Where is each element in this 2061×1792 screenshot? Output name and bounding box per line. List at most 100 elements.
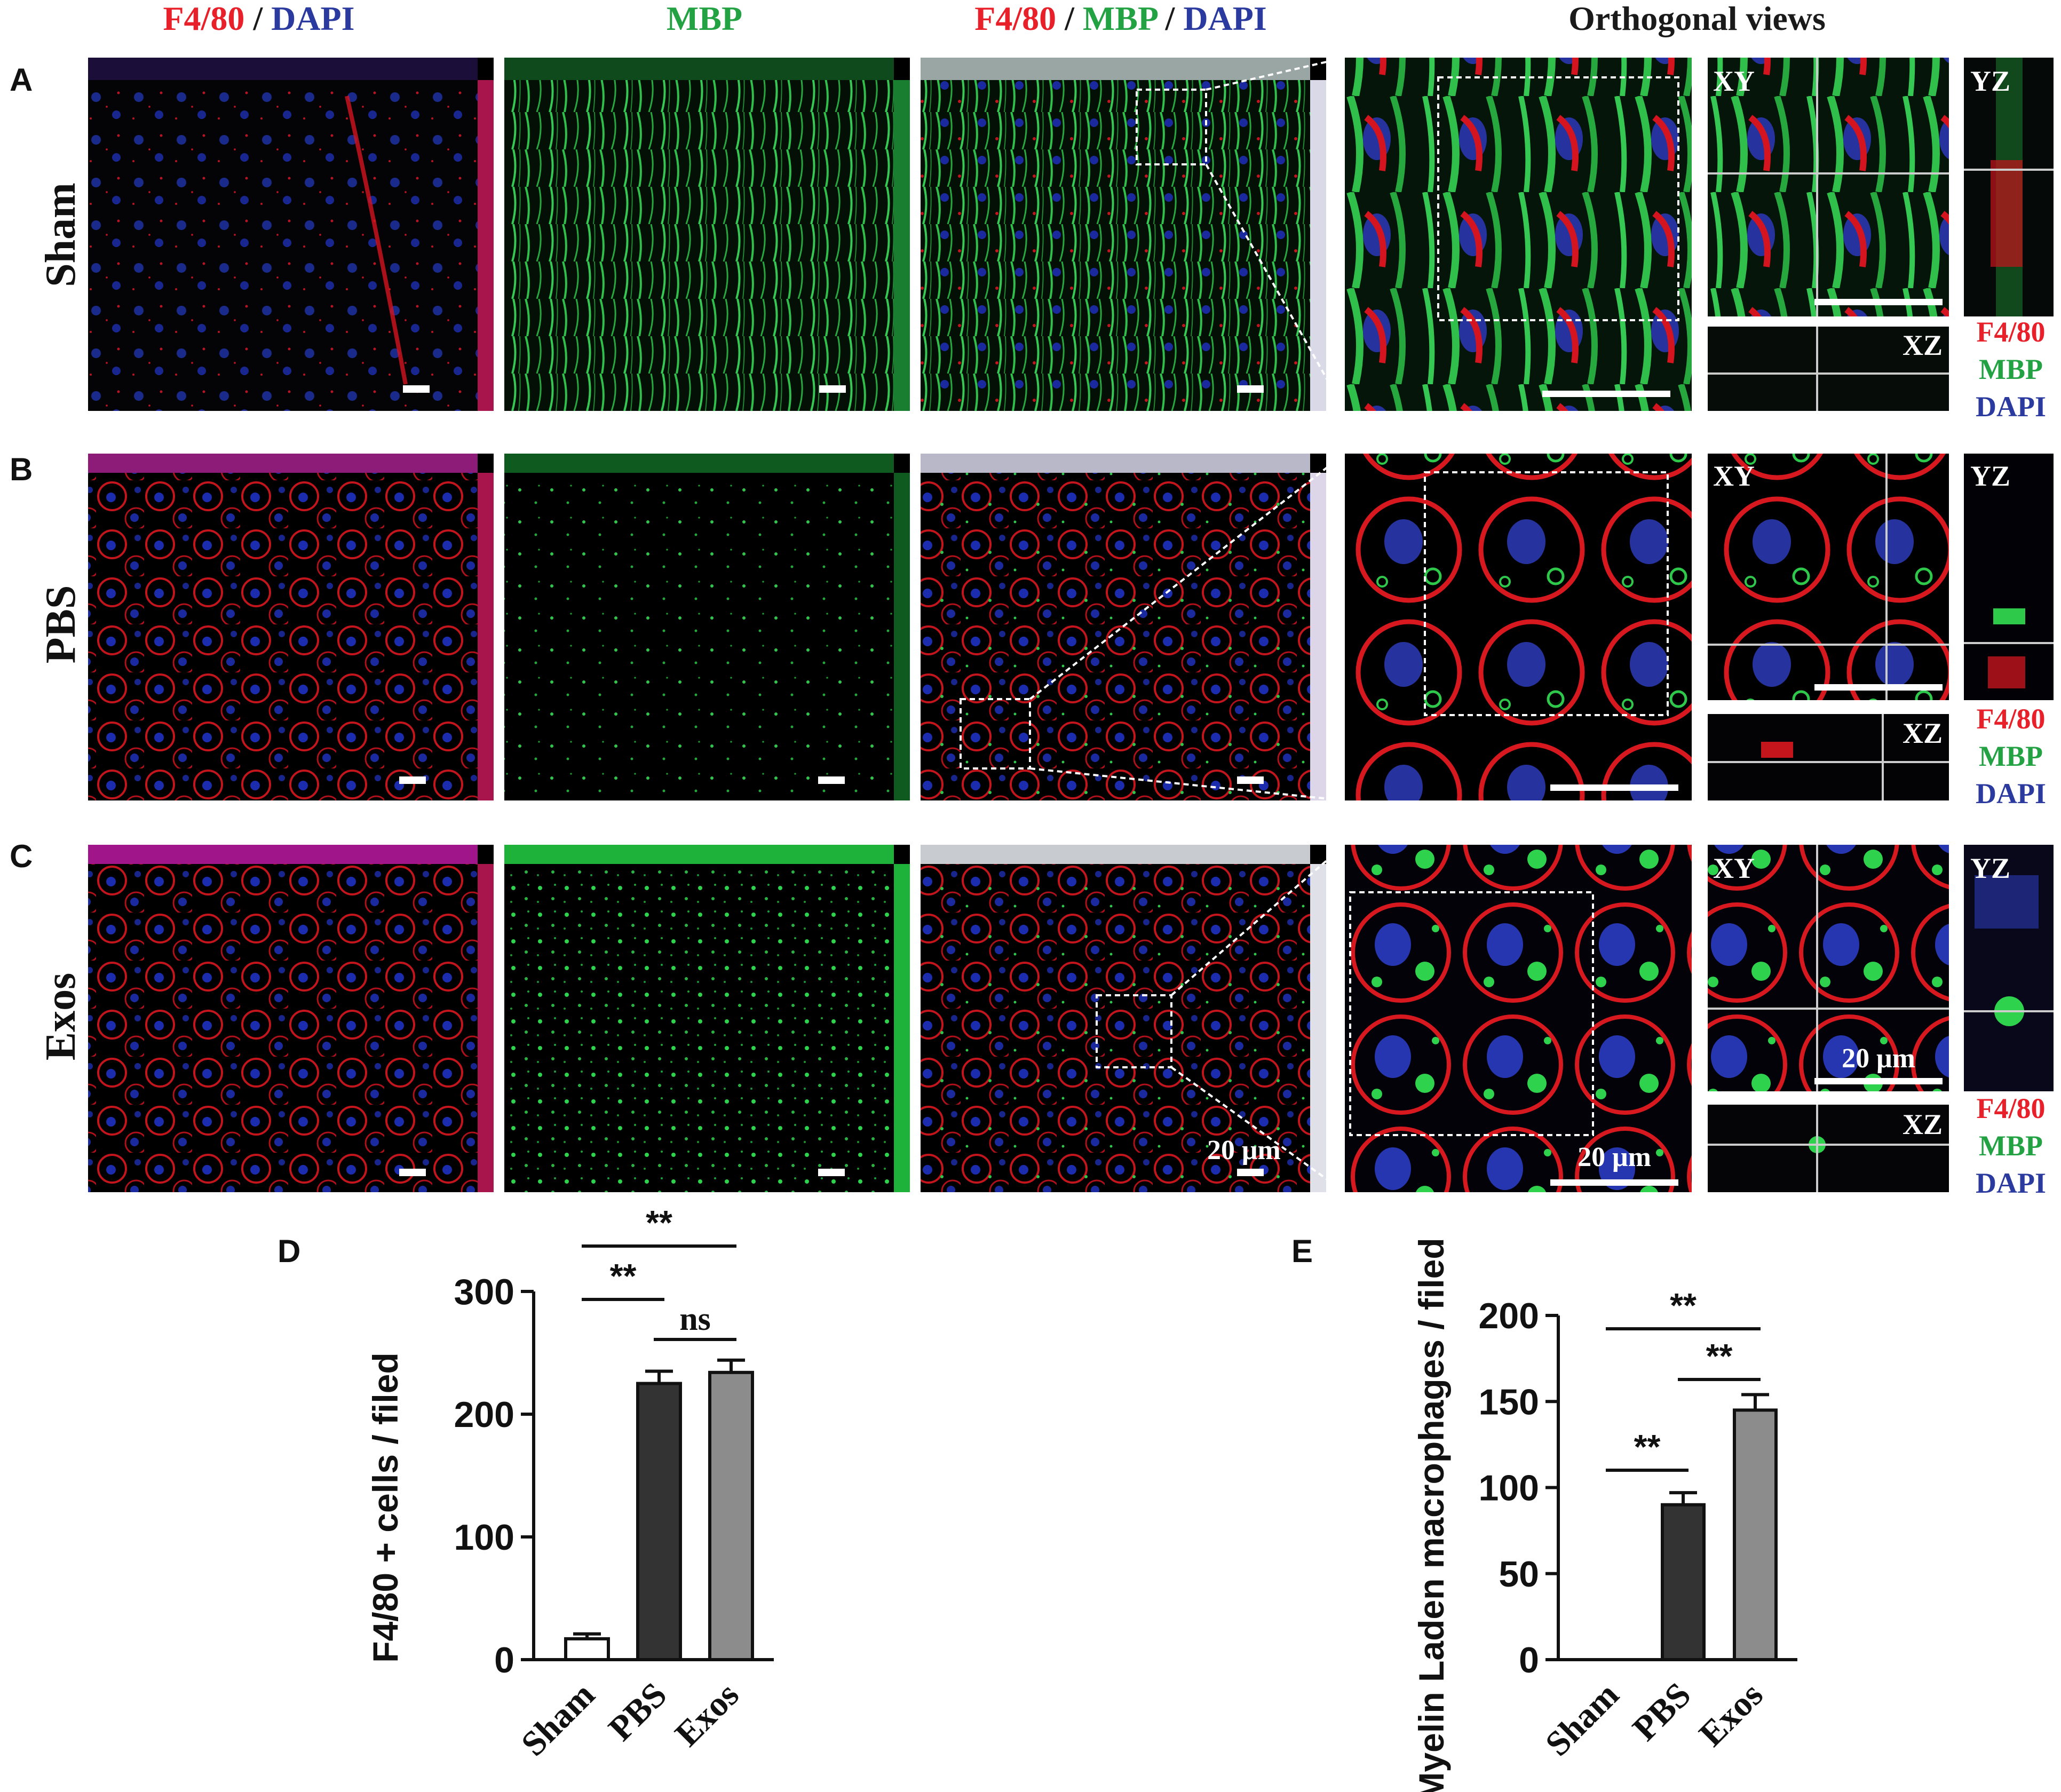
header-merge-sep1: / bbox=[1056, 0, 1083, 37]
y-tick-label: 100 bbox=[1479, 1468, 1539, 1509]
yz-strip bbox=[894, 864, 910, 1192]
yz-strip bbox=[478, 473, 494, 800]
legend-dapi: DAPI bbox=[1976, 1167, 2046, 1199]
micrograph bbox=[921, 864, 1310, 1192]
column-headers: F4/80 / DAPI MBP F4/80 / MBP / DAPI Orth… bbox=[163, 0, 1825, 37]
row-label-exos: Exos bbox=[37, 973, 84, 1061]
header-merge-dapi: DAPI bbox=[1183, 0, 1266, 37]
yz-strip bbox=[894, 80, 910, 411]
scale-bar bbox=[399, 1169, 426, 1176]
xz-strip bbox=[921, 454, 1310, 473]
bar-sham bbox=[564, 1637, 610, 1661]
micrograph bbox=[504, 864, 894, 1192]
panel-letter-c: C bbox=[10, 838, 33, 874]
significance-label: ** bbox=[1634, 1428, 1661, 1466]
legend-dapi: DAPI bbox=[1976, 778, 2046, 810]
yz-label: YZ bbox=[1970, 460, 2010, 492]
xy-view bbox=[1708, 845, 1949, 1091]
corner-box bbox=[894, 454, 910, 473]
y-tick-label: 200 bbox=[454, 1394, 514, 1435]
legend-mbp: MBP bbox=[1979, 353, 2043, 385]
image-b-merge bbox=[921, 453, 1346, 802]
xz-signal bbox=[1761, 742, 1793, 758]
zoom-box bbox=[1096, 994, 1172, 1068]
image-b-zoom bbox=[1345, 454, 1692, 800]
x-tick-label: Sham bbox=[514, 1675, 603, 1764]
xz-strip bbox=[504, 845, 894, 864]
xy-label: XY bbox=[1713, 65, 1755, 97]
yz-strip bbox=[1310, 80, 1326, 411]
y-tick-label: 0 bbox=[1519, 1640, 1539, 1680]
xz-view bbox=[1708, 714, 1949, 800]
zoom-line bbox=[1205, 164, 1346, 411]
row-label-sham: Sham bbox=[37, 183, 84, 287]
corner-box bbox=[478, 58, 494, 80]
zoom-line bbox=[1206, 57, 1345, 91]
x-tick-label: PBS bbox=[601, 1675, 674, 1748]
image-a-f480-dapi bbox=[88, 58, 494, 411]
legend-f480: F4/80 bbox=[1977, 1092, 2046, 1124]
chart-d: D 0 100 200 300 F4/80 + cells / filed ShamPBSE… bbox=[278, 1203, 774, 1764]
ortho-region-box bbox=[1349, 891, 1594, 1136]
panel-letter-a: A bbox=[10, 62, 33, 98]
legend-f480: F4/80 bbox=[1977, 316, 2046, 348]
ortho-b: XY YZ XZ F4/80 MBP DAPI bbox=[1708, 454, 2054, 810]
zoom-box bbox=[960, 698, 1031, 770]
row-a: A Sham bbox=[10, 57, 2054, 423]
y-axis-label: Myelin Laden macrophages / filed bbox=[1412, 1238, 1451, 1792]
image-c-zoom: 20 μm bbox=[1345, 845, 1692, 1192]
legend-f480: F4/80 bbox=[1977, 703, 2046, 735]
yz-label: YZ bbox=[1970, 65, 2010, 97]
header-orthogonal: Orthogonal views bbox=[1568, 0, 1826, 37]
image-c-mbp bbox=[504, 845, 910, 1192]
yz-signal bbox=[1988, 656, 2025, 688]
significance-label: ** bbox=[610, 1257, 637, 1295]
panel-letter: E bbox=[1291, 1233, 1313, 1269]
image-a-merge bbox=[921, 57, 1346, 411]
significance-label: ** bbox=[1670, 1286, 1697, 1325]
scale-bar bbox=[1542, 391, 1670, 397]
zoom-micrograph bbox=[1345, 845, 1692, 1192]
image-b-mbp bbox=[504, 454, 910, 800]
header-merge: F4/80 / MBP / DAPI bbox=[974, 0, 1267, 37]
xz-view bbox=[1708, 1105, 1949, 1192]
y-tick-label: 0 bbox=[494, 1640, 514, 1680]
xz-strip bbox=[504, 58, 894, 80]
image-c-merge: 20 μm bbox=[921, 844, 1346, 1193]
row-c: C Exos 20 μm bbox=[10, 838, 2054, 1199]
corner-box bbox=[1310, 845, 1326, 864]
micrograph bbox=[921, 80, 1310, 411]
ortho-region-box bbox=[1437, 76, 1679, 321]
x-tick-label: Sham bbox=[1538, 1675, 1627, 1764]
scale-bar bbox=[819, 385, 846, 393]
yz-strip bbox=[1310, 864, 1326, 1192]
image-a-mbp bbox=[504, 58, 910, 411]
image-c-f480-dapi bbox=[88, 845, 494, 1192]
y-tick-label: 150 bbox=[1479, 1382, 1539, 1422]
zoom-line bbox=[1029, 767, 1345, 802]
x-tick-label: Exos bbox=[668, 1675, 747, 1754]
xy-view bbox=[1708, 58, 1949, 316]
zoom-line bbox=[1029, 453, 1346, 700]
xy-label: XY bbox=[1713, 852, 1755, 884]
ortho-a: XY YZ XZ F4/80 MBP DAPI bbox=[1708, 58, 2054, 423]
scale-bar bbox=[403, 385, 430, 393]
yz-label: YZ bbox=[1970, 852, 2010, 884]
micrograph bbox=[88, 80, 478, 411]
corner-box bbox=[894, 58, 910, 80]
header-mbp: MBP bbox=[667, 0, 742, 37]
corner-box bbox=[478, 454, 494, 473]
micrograph bbox=[504, 80, 894, 411]
x-tick-label: PBS bbox=[1625, 1675, 1698, 1748]
y-tick-label: 50 bbox=[1499, 1554, 1539, 1595]
yz-signal bbox=[1975, 875, 2039, 929]
scale-bar bbox=[818, 776, 845, 784]
significance-label: ** bbox=[646, 1203, 672, 1242]
micrograph bbox=[504, 473, 894, 800]
xz-strip bbox=[921, 58, 1310, 80]
ortho-c: 20 μm XY YZ XZ F4/80 MBP DAPI bbox=[1708, 845, 2054, 1199]
zoom-micrograph bbox=[1345, 58, 1692, 411]
y-tick-label: 200 bbox=[1479, 1296, 1539, 1336]
bar-pbs bbox=[636, 1382, 682, 1661]
